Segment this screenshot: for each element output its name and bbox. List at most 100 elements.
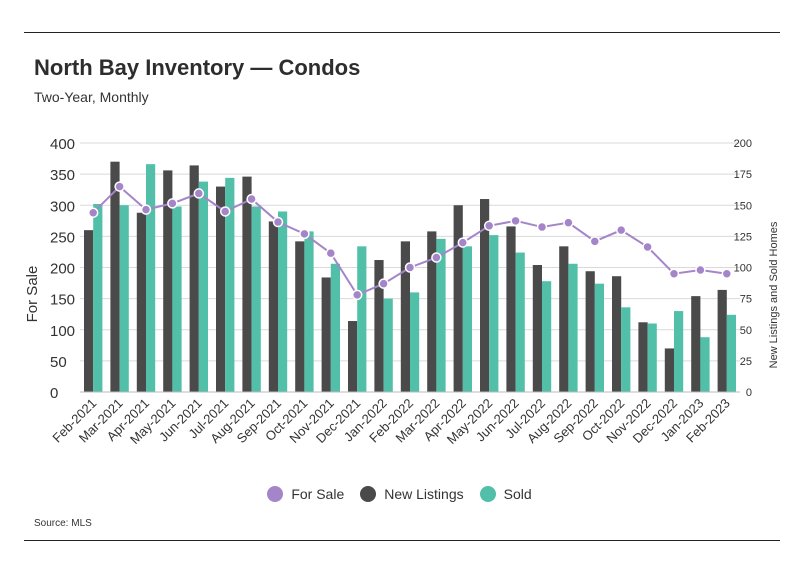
for-sale-line xyxy=(87,181,733,301)
bar-sold[interactable] xyxy=(568,263,578,392)
bar-new-listings[interactable] xyxy=(295,241,305,392)
bar-new-listings[interactable] xyxy=(189,165,199,392)
bar-sold[interactable] xyxy=(119,205,129,392)
bar-sold[interactable] xyxy=(278,211,288,392)
legend-item-for-sale[interactable]: For Sale xyxy=(267,486,344,502)
bar-new-listings[interactable] xyxy=(480,199,490,392)
bar-sold[interactable] xyxy=(726,314,736,392)
for-sale-point[interactable] xyxy=(589,236,601,247)
bar-sold[interactable] xyxy=(93,204,103,392)
for-sale-point[interactable] xyxy=(325,247,337,259)
bar-new-listings[interactable] xyxy=(374,260,384,392)
bar-sold[interactable] xyxy=(647,323,657,392)
bar-new-listings[interactable] xyxy=(427,231,437,392)
bar-sold[interactable] xyxy=(594,283,604,392)
for-sale-point[interactable] xyxy=(431,252,442,263)
bar-sold[interactable] xyxy=(198,181,208,392)
bar-sold[interactable] xyxy=(515,252,525,392)
for-sale-point[interactable] xyxy=(510,215,521,227)
y-tick-label: 0 xyxy=(50,385,58,402)
for-sale-point[interactable] xyxy=(351,289,363,301)
bar-sold[interactable] xyxy=(542,281,552,392)
bar-new-listings[interactable] xyxy=(559,246,569,392)
bar-new-listings[interactable] xyxy=(532,265,542,392)
for-sale-point[interactable] xyxy=(536,221,548,233)
bar-new-listings[interactable] xyxy=(110,161,120,392)
bar-sold[interactable] xyxy=(357,246,367,392)
bar-new-listings[interactable] xyxy=(585,271,595,392)
bar-new-listings[interactable] xyxy=(506,226,516,392)
y-tick-label: 300 xyxy=(50,198,75,215)
for-sale-point[interactable] xyxy=(642,241,653,253)
bar-sold[interactable] xyxy=(330,263,340,392)
y2-tick-label: 175 xyxy=(734,169,752,181)
legend-label-for-sale: For Sale xyxy=(291,486,345,502)
chart-title: North Bay Inventory — Condos xyxy=(34,55,361,80)
bar-sold[interactable] xyxy=(410,292,420,392)
bar-new-listings[interactable] xyxy=(163,170,173,392)
for-sale-point[interactable] xyxy=(272,216,284,228)
for-sale-point[interactable] xyxy=(483,220,495,232)
for-sale-point[interactable] xyxy=(246,193,257,205)
for-sale-point[interactable] xyxy=(457,237,469,248)
bar-sold[interactable] xyxy=(674,311,684,392)
for-sale-point[interactable] xyxy=(167,198,178,209)
for-sale-point[interactable] xyxy=(404,262,416,273)
bar-new-listings[interactable] xyxy=(717,289,727,392)
bar-sold[interactable] xyxy=(436,238,446,392)
bar-sold[interactable] xyxy=(489,235,499,392)
y-tick-label: 200 xyxy=(50,261,75,278)
bar-new-listings[interactable] xyxy=(136,212,146,392)
y2-tick-label: 100 xyxy=(734,263,752,275)
for-sale-point[interactable] xyxy=(668,268,680,279)
bar-new-listings[interactable] xyxy=(321,277,331,392)
bar-new-listings[interactable] xyxy=(348,321,358,392)
for-sale-point[interactable] xyxy=(563,217,574,228)
legend-item-sold[interactable]: Sold xyxy=(479,486,532,502)
y2-axis-title: New Listings and Sold Homes xyxy=(768,221,780,368)
y2-tick-label: 25 xyxy=(740,356,752,368)
bar-new-listings[interactable] xyxy=(691,296,701,392)
y-axis-title: For Sale xyxy=(24,266,41,323)
bar-new-listings[interactable] xyxy=(84,230,94,392)
bar-sold[interactable] xyxy=(225,177,235,392)
legend-item-new-listings[interactable]: New Listings xyxy=(360,486,464,502)
for-sale-point[interactable] xyxy=(87,207,99,218)
bar-new-listings[interactable] xyxy=(664,348,674,392)
bar-sold[interactable] xyxy=(700,337,710,392)
bar-new-listings[interactable] xyxy=(400,241,410,392)
for-sale-point[interactable] xyxy=(721,268,733,279)
bar-sold[interactable] xyxy=(251,206,261,392)
bar-sold[interactable] xyxy=(621,307,631,392)
bar-new-listings[interactable] xyxy=(453,205,463,392)
bar-sold[interactable] xyxy=(462,246,472,392)
for-sale-point[interactable] xyxy=(193,188,205,199)
for-sale-point[interactable] xyxy=(219,206,231,217)
legend-label-new-listings: New Listings xyxy=(384,486,464,502)
for-sale-point[interactable] xyxy=(615,224,627,236)
bar-new-listings[interactable] xyxy=(268,221,278,392)
bar-sold[interactable] xyxy=(304,231,314,392)
for-sale-point[interactable] xyxy=(695,264,706,276)
y-tick-label: 150 xyxy=(50,292,75,309)
legend: For Sale New Listings Sold xyxy=(0,486,799,502)
bar-sold[interactable] xyxy=(383,298,393,392)
bar-new-listings[interactable] xyxy=(638,322,648,392)
for-sale-point[interactable] xyxy=(140,204,152,215)
for-sale-point[interactable] xyxy=(378,278,389,289)
y2-tick-label: 125 xyxy=(734,231,752,243)
y-tick-label: 350 xyxy=(50,167,75,184)
bar-new-listings[interactable] xyxy=(216,186,226,392)
bar-new-listings[interactable] xyxy=(242,176,252,392)
for-sale-point[interactable] xyxy=(114,181,125,192)
y2-tick-label: 200 xyxy=(734,138,752,150)
bars xyxy=(84,161,736,392)
for-sale-point[interactable] xyxy=(299,228,310,240)
bar-sold[interactable] xyxy=(172,206,182,392)
legend-swatch-sold xyxy=(479,486,496,502)
bar-new-listings[interactable] xyxy=(612,276,622,392)
bar-sold[interactable] xyxy=(146,164,156,392)
bottom-rule xyxy=(24,540,780,541)
legend-swatch-new-listings xyxy=(360,486,377,502)
